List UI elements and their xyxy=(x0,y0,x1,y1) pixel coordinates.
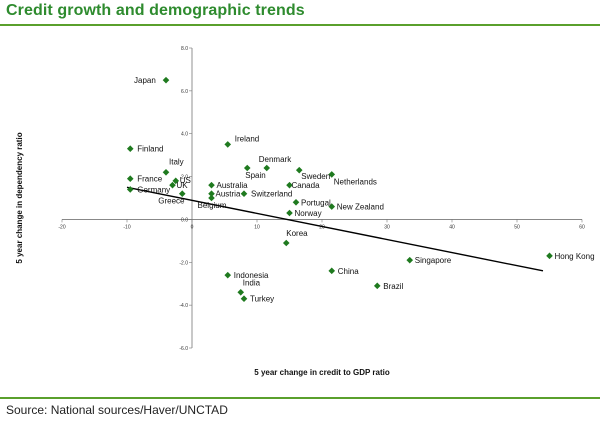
point-label: Sweden xyxy=(301,172,330,181)
scatter-point xyxy=(208,181,215,189)
trend-line xyxy=(126,186,544,272)
point-label: Germany xyxy=(137,185,170,194)
scatter-point xyxy=(240,295,248,303)
source-note: Source: National sources/Haver/UNCTAD xyxy=(6,403,228,417)
scatter-point xyxy=(546,252,553,260)
scatter-point xyxy=(328,203,336,210)
scatter-point xyxy=(243,164,251,172)
point-label: Belgium xyxy=(198,201,227,210)
y-tick-label: 2.0 xyxy=(181,175,188,181)
y-tick-label: 4.0 xyxy=(181,132,188,138)
y-axis-label: 5 year change in dependency ratio xyxy=(15,132,24,263)
source-rule xyxy=(0,397,600,399)
scatter-point xyxy=(237,288,245,296)
scatter-point xyxy=(292,198,300,206)
scatter-point xyxy=(172,177,180,185)
x-tick-label: -10 xyxy=(123,224,130,230)
scatter-point xyxy=(169,181,176,189)
point-label: Portugal xyxy=(301,198,331,207)
point-label: Korea xyxy=(286,229,308,238)
y-tick-label: 0.0 xyxy=(181,217,188,223)
scatter-point xyxy=(126,175,134,183)
scatter-point xyxy=(240,190,248,198)
scatter-point xyxy=(282,239,290,247)
point-label: US xyxy=(180,176,191,185)
point-label: India xyxy=(243,278,261,287)
point-label: Brazil xyxy=(383,282,403,291)
point-label: Norway xyxy=(295,209,322,218)
scatter-point xyxy=(286,181,293,189)
scatter-point xyxy=(126,186,134,193)
x-tick-label: 60 xyxy=(579,224,585,230)
scatter-point xyxy=(224,141,232,148)
y-tick-label: -6.0 xyxy=(179,346,188,352)
x-tick-label: 40 xyxy=(449,224,455,230)
scatter-point xyxy=(208,194,215,202)
scatter-point xyxy=(295,166,303,174)
scatter-chart: -20 -10 0 10 20 30 40 50 60 8.0 6.0 4.0 2.0 0.0 -2.0 -4… xyxy=(15,46,595,377)
point-label: New Zealand xyxy=(337,203,384,212)
point-label: Denmark xyxy=(259,155,292,164)
point-label: Greece xyxy=(158,197,185,206)
scatter-point xyxy=(328,267,336,275)
scatter-point xyxy=(178,190,186,198)
scatter-point xyxy=(286,209,293,217)
point-label: Austria xyxy=(216,190,241,199)
point-label: France xyxy=(137,175,162,184)
point-label: China xyxy=(338,267,359,276)
x-tick-label: 30 xyxy=(384,224,390,230)
scatter-point xyxy=(162,76,170,84)
x-axis-label: 5 year change in credit to GDP ratio xyxy=(254,368,390,377)
y-tick-label: 8.0 xyxy=(181,46,188,52)
scatter-point xyxy=(406,256,414,264)
scatter-point xyxy=(126,145,134,153)
point-label: Singapore xyxy=(415,256,452,265)
point-label: Hong Kong xyxy=(555,252,595,261)
point-label: Spain xyxy=(245,171,265,180)
point-label: Ireland xyxy=(235,134,259,143)
title-rule xyxy=(0,24,600,26)
x-tick-label: -20 xyxy=(58,224,65,230)
scatter-point xyxy=(263,164,271,172)
point-label: Finland xyxy=(137,145,163,154)
y-tick-label: -2.0 xyxy=(179,260,188,266)
point-label: Netherlands xyxy=(334,177,377,186)
point-label: Switzerland xyxy=(251,190,292,199)
point-label: Japan xyxy=(134,76,156,85)
point-label: Turkey xyxy=(250,295,274,304)
scatter-point xyxy=(224,271,232,279)
point-label: UK xyxy=(177,181,189,190)
scatter-point xyxy=(208,190,215,198)
x-tick-label: 50 xyxy=(514,224,520,230)
point-label: Indonesia xyxy=(234,271,269,280)
scatter-point xyxy=(328,171,336,178)
scatter-point xyxy=(373,282,381,290)
point-label: Canada xyxy=(292,181,321,190)
point-label: Italy xyxy=(169,157,184,166)
x-tick-label: 0 xyxy=(191,224,194,230)
scatter-point xyxy=(162,168,170,176)
y-tick-label: 6.0 xyxy=(181,89,188,95)
y-tick-label: -4.0 xyxy=(179,303,188,309)
x-tick-label: 20 xyxy=(319,224,325,230)
x-tick-label: 10 xyxy=(254,224,260,230)
point-label: Australia xyxy=(217,181,249,190)
chart-title: Credit growth and demographic trends xyxy=(6,2,305,19)
